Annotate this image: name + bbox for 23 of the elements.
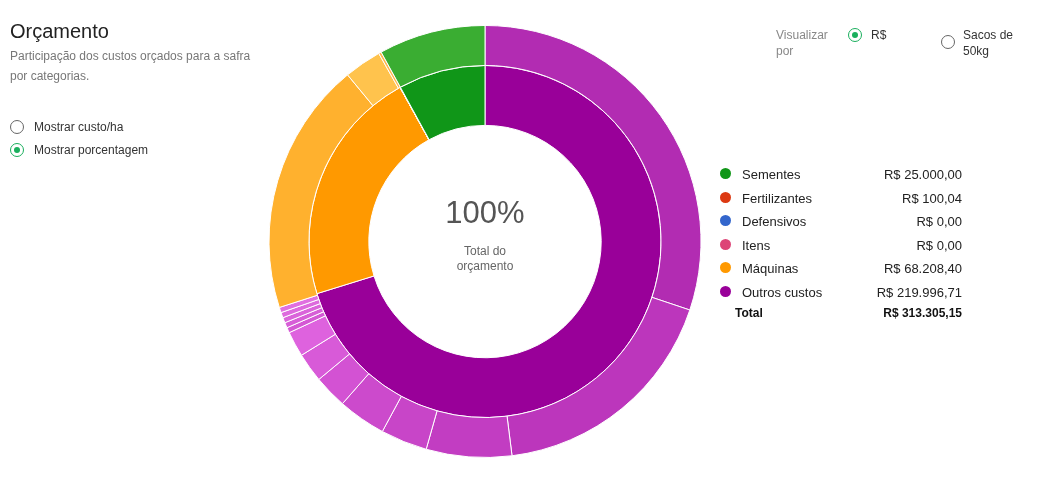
- data-label: R$ 100,04: [901, 190, 962, 206]
- legend-label: Outros custos: [742, 284, 823, 300]
- text: Orçamento: [10, 20, 109, 43]
- legend-label: Sementes: [742, 167, 801, 182]
- legend-label: Máquinas: [742, 261, 799, 276]
- text: Total do orçamento: [455, 244, 515, 274]
- text: 100%: [444, 195, 526, 231]
- text: R$: [871, 28, 887, 42]
- legend-label: Fertilizantes: [742, 190, 813, 206]
- text: Total: [735, 306, 763, 320]
- data-label: R$ 219.996,71: [876, 284, 962, 300]
- text: Participação dos custos orçados para a safra por categorias.: [10, 48, 252, 85]
- text: Sacos de 50kg: [963, 27, 1015, 59]
- text: R$ 313.305,15: [883, 306, 962, 320]
- text: R$ 0,00: [916, 214, 962, 229]
- legend-label: Itens: [742, 237, 771, 253]
- legend-label: Defensivos: [742, 214, 807, 229]
- text: Mostrar custo/ha: [34, 120, 124, 134]
- data-label: R$ 25.000,00: [882, 167, 962, 182]
- text: Visualizar por: [776, 27, 829, 59]
- text: Mostrar porcentagem: [34, 143, 149, 157]
- text: R$ 0,00: [916, 237, 962, 253]
- data-label: R$ 68.208,40: [882, 261, 962, 276]
